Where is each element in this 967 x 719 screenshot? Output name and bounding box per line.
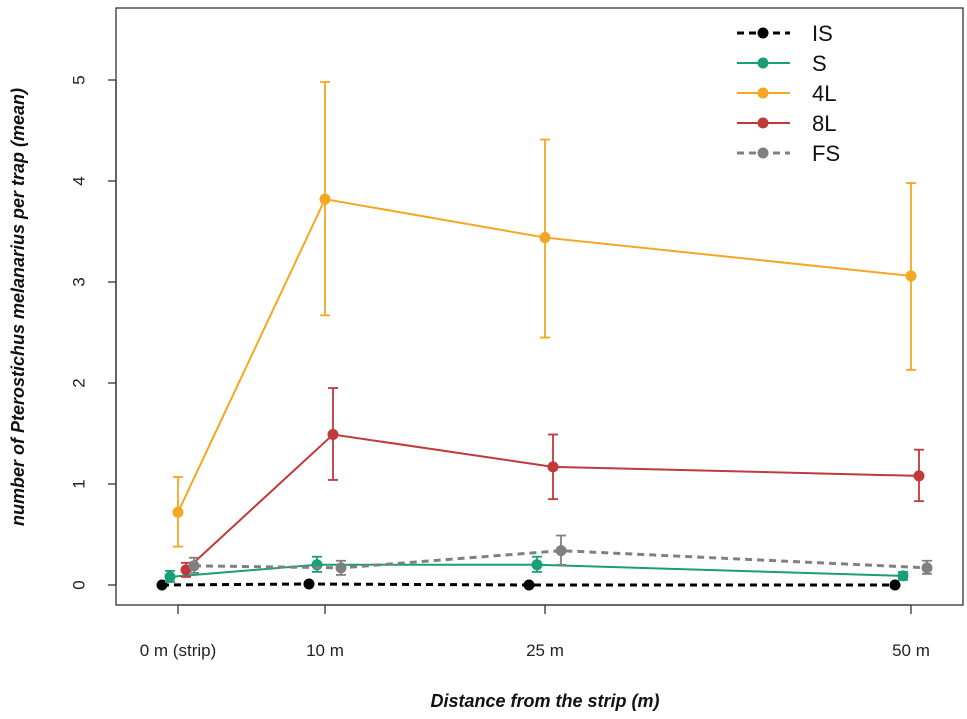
x-tick-label: 10 m	[306, 641, 344, 660]
data-point	[921, 562, 933, 574]
legend-item-8l: 8L	[737, 111, 836, 136]
data-point	[303, 578, 315, 590]
legend-item-s: S	[737, 51, 827, 76]
legend: IS S 4L 8L FS	[737, 21, 840, 166]
x-tick-label: 25 m	[526, 641, 564, 660]
y-tick-label: 5	[69, 75, 88, 84]
y-tick-label: 0	[69, 580, 88, 589]
data-point	[172, 506, 184, 518]
series-8l	[180, 387, 925, 578]
data-point	[156, 579, 168, 591]
legend-marker	[757, 27, 769, 39]
legend-marker	[757, 147, 769, 159]
data-point	[523, 579, 535, 591]
y-tick-label: 1	[69, 479, 88, 488]
y-tick-label: 3	[69, 277, 88, 286]
data-point	[897, 570, 909, 582]
series-line	[193, 549, 928, 570]
data-point	[555, 545, 567, 557]
series-fs	[188, 534, 933, 576]
data-point	[913, 470, 925, 482]
x-axis-title: Distance from the strip (m)	[430, 691, 659, 711]
data-point	[905, 270, 917, 282]
data-point	[335, 562, 347, 574]
y-axis-title-suffix: per trap (mean)	[8, 88, 28, 224]
data-point	[547, 461, 559, 473]
series-4l	[172, 81, 917, 548]
data-point	[539, 232, 551, 244]
legend-label: IS	[812, 21, 833, 46]
legend-label: S	[812, 51, 827, 76]
x-axis: 0 m (strip) 10 m 25 m 50 m	[140, 604, 930, 660]
x-tick-label: 50 m	[892, 641, 930, 660]
legend-marker	[757, 87, 769, 99]
y-axis-title-prefix: number of	[8, 433, 28, 526]
data-point	[889, 579, 901, 591]
legend-label: 4L	[812, 81, 836, 106]
y-axis: 0 1 2 3 4 5	[69, 75, 117, 590]
y-tick-label: 4	[69, 176, 88, 185]
legend-label: FS	[812, 141, 840, 166]
data-point	[327, 429, 339, 441]
legend-item-4l: 4L	[737, 81, 836, 106]
x-tick-label: 0 m (strip)	[140, 641, 217, 660]
y-axis-title: number of Pterostichus melanarius per tr…	[8, 88, 28, 526]
legend-label: 8L	[812, 111, 836, 136]
series-line	[185, 433, 920, 571]
data-point	[164, 571, 176, 583]
legend-item-fs: FS	[737, 141, 840, 166]
data-point	[319, 193, 331, 205]
legend-item-is: IS	[737, 21, 833, 46]
series-line	[169, 563, 904, 578]
legend-marker	[757, 57, 769, 69]
series-line	[177, 198, 912, 513]
legend-marker	[757, 117, 769, 129]
data-point	[531, 559, 543, 571]
y-tick-label: 2	[69, 378, 88, 387]
series-layer	[156, 81, 933, 591]
series-line	[161, 582, 895, 587]
data-point	[188, 560, 200, 572]
series-is	[156, 578, 901, 591]
y-axis-title-species: Pterostichus melanarius	[8, 224, 28, 433]
